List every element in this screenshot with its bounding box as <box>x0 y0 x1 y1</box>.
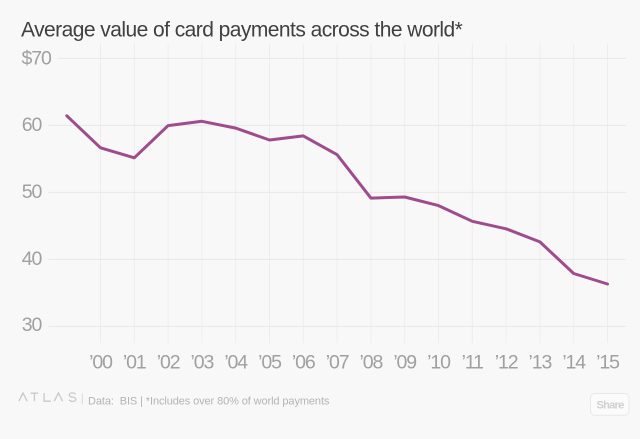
svg-text:’06: ’06 <box>292 351 315 373</box>
svg-text:Share: Share <box>596 400 624 412</box>
svg-text:30: 30 <box>22 314 43 336</box>
svg-text:’15: ’15 <box>596 351 620 373</box>
svg-text:40: 40 <box>22 248 43 270</box>
svg-text:’08: ’08 <box>360 351 383 373</box>
svg-text:’03: ’03 <box>191 351 214 373</box>
svg-text:Data: BIS | *Includes over 80: Data: BIS | *Includes over 80% of world … <box>88 395 330 407</box>
svg-text:60: 60 <box>22 114 43 136</box>
svg-text:’05: ’05 <box>258 351 282 373</box>
svg-text:’02: ’02 <box>157 351 180 373</box>
svg-text:$70: $70 <box>22 48 52 70</box>
svg-text:50: 50 <box>22 181 43 203</box>
svg-text:’07: ’07 <box>326 351 349 373</box>
svg-text:’11: ’11 <box>462 351 484 373</box>
svg-text:’04: ’04 <box>224 351 248 373</box>
svg-text:Average value of card payments: Average value of card payments across th… <box>21 18 463 41</box>
svg-text:’00: ’00 <box>89 351 113 373</box>
svg-text:’01: ’01 <box>123 351 146 373</box>
svg-text:’09: ’09 <box>393 351 416 373</box>
svg-text:’12: ’12 <box>495 351 518 373</box>
svg-text:’10: ’10 <box>427 351 451 373</box>
svg-text:’14: ’14 <box>562 351 586 373</box>
svg-text:’13: ’13 <box>529 351 552 373</box>
